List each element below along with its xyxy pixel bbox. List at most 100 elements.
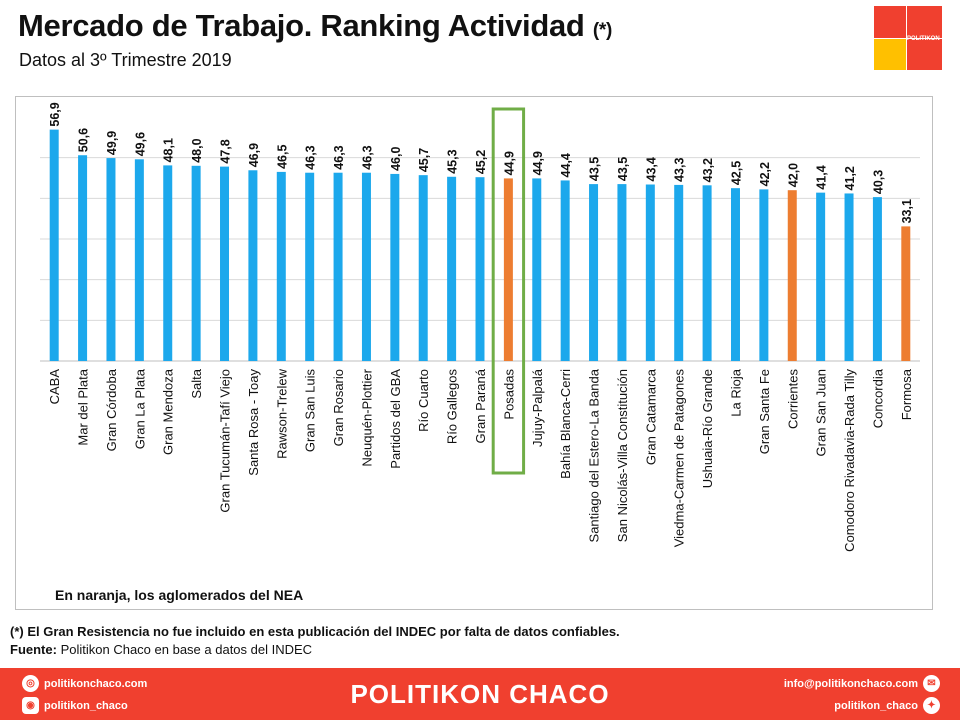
bar-24 [730,188,740,361]
bar-15 [475,177,485,361]
bar-1 [78,155,88,361]
category-label-21: Gran Catamarca [643,368,658,465]
category-label-12: Partidos del GBA [388,369,403,469]
data-label-4: 48,1 [162,138,176,162]
footer-instagram-text: politikon_chaco [44,699,128,712]
data-label-22: 43,3 [673,158,687,182]
bar-28 [844,193,854,361]
logo-square-br [907,39,942,70]
chart-title: Mercado de Trabajo. Ranking Actividad (*… [18,8,612,44]
category-label-27: Gran San Juan [814,369,829,456]
bar-5 [191,165,201,361]
data-label-17: 44,9 [531,151,545,175]
footer-brand: POLITIKON CHACO [350,679,610,709]
bar-29 [872,197,882,361]
footer-twitter[interactable]: politikon_chaco ✦ [834,697,940,714]
bar-10 [333,172,343,361]
bar-16 [503,178,513,361]
bar-6 [220,166,230,361]
footer-website-text: politikonchaco.com [44,677,148,690]
category-label-10: Gran Rosario [331,369,346,446]
category-label-24: La Rioja [728,368,743,416]
category-label-6: Gran Tucumán-Tafí Viejo [218,369,233,513]
data-label-3: 49,6 [133,132,147,156]
globe-icon: ◎ [22,675,39,692]
bar-17 [532,178,542,361]
footer-bar: ◎ politikonchaco.com ◉ politikon_chaco P… [0,668,960,720]
bar-14 [447,176,457,361]
footer-website[interactable]: ◎ politikonchaco.com [22,675,147,692]
bar-23 [702,185,712,361]
bar-19 [589,184,599,361]
category-label-28: Comodoro Rivadavia-Rada Tilly [842,369,857,552]
posadas-highlight-box [491,107,526,475]
data-label-0: 56,9 [48,102,62,126]
category-label-1: Mar del Plata [76,368,91,445]
bar-18 [560,180,570,361]
category-label-16: Posadas [501,369,516,420]
bar-20 [617,184,627,361]
category-label-7: Santa Rosa - Toay [246,369,261,476]
footnote: (*) El Gran Resistencia no fue incluido … [10,624,620,639]
category-label-13: Río Cuarto [416,369,431,432]
data-label-8: 46,5 [275,145,289,169]
data-label-23: 43,2 [701,158,715,182]
data-label-6: 47,8 [219,139,233,163]
data-label-13: 45,7 [417,148,431,172]
category-label-25: Gran Santa Fe [757,369,772,454]
data-label-21: 43,4 [644,157,658,181]
mail-icon: ✉ [923,675,940,692]
bar-9 [305,172,315,361]
logo-square-tl [874,6,906,38]
category-label-18: Bahía Blanca-Cerri [558,369,573,479]
data-label-25: 42,2 [758,162,772,186]
data-label-30: 33,1 [900,199,914,223]
bar-30 [901,226,911,361]
logo-text: POLITIKON [907,36,940,42]
data-label-29: 40,3 [871,170,885,194]
bar-25 [759,189,769,361]
category-label-22: Viedma-Carmen de Patagones [672,369,687,548]
category-label-26: Corrientes [785,369,800,429]
source-note: Fuente: Politikon Chaco en base a datos … [10,642,312,657]
data-label-7: 46,9 [247,143,261,167]
bar-12 [390,173,400,361]
category-label-29: Concordia [870,368,885,428]
category-label-19: Santiago del Estero-La Banda [587,368,602,542]
instagram-icon: ◉ [22,697,39,714]
twitter-icon: ✦ [923,697,940,714]
category-label-30: Formosa [899,368,914,420]
bar-21 [645,184,655,361]
category-label-5: Salta [189,368,204,398]
chart-subtitle: Datos al 3º Trimestre 2019 [19,50,232,70]
data-label-10: 46,3 [332,145,346,169]
category-label-15: Gran Paraná [473,368,488,443]
bar-26 [787,190,797,361]
data-label-15: 45,2 [474,150,488,174]
data-label-26: 42,0 [786,163,800,187]
category-label-11: Neuquén-Plottier [359,368,374,466]
bar-22 [674,184,684,361]
data-label-16: 44,9 [502,151,516,175]
logo-square-bl [874,39,906,70]
data-label-2: 49,9 [105,131,119,155]
data-label-28: 41,2 [843,166,857,190]
bar-3 [134,159,144,361]
category-label-2: Gran Córdoba [104,368,119,451]
bar-13 [418,175,428,361]
category-label-20: San Nicolás-Villa Constitución [615,369,630,542]
category-label-4: Gran Mendoza [161,368,176,455]
footer-email[interactable]: info@politikonchaco.com ✉ [784,675,940,692]
logo-square-tr [907,6,942,38]
data-label-24: 42,5 [729,161,743,185]
bar-7 [248,170,258,361]
chart-frame: 56,9 CABA 50,6 Mar del Plata 49,9 Gran Córdob… [15,96,933,610]
source-label: Fuente: [10,642,57,657]
data-label-9: 46,3 [304,145,318,169]
footer-instagram[interactable]: ◉ politikon_chaco [22,697,128,714]
category-label-8: Rawson-Trelew [274,368,289,458]
source-text: Politikon Chaco en base a datos del INDE… [60,642,313,657]
data-label-11: 46,3 [360,145,374,169]
bar-4 [163,165,173,361]
bar-2 [106,158,116,361]
